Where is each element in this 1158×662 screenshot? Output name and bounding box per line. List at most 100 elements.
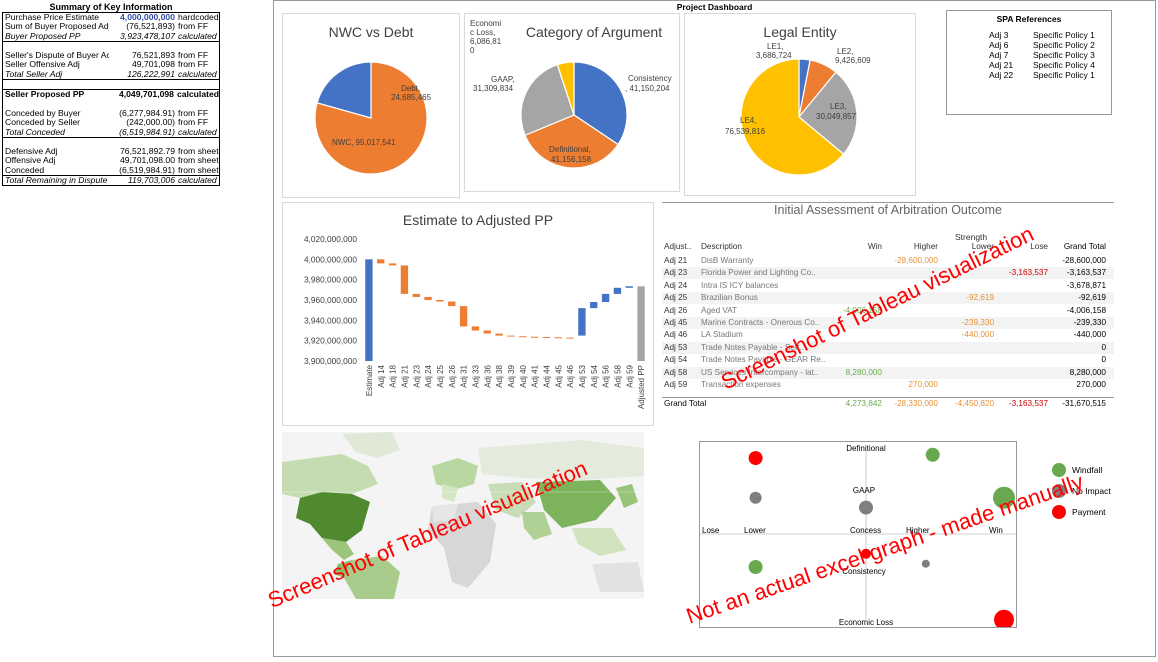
summary-note: calculated [178,126,217,137]
summary-value: 119,703,006 [127,175,175,186]
column-headers: Adjust.. Description Win Higher Lower Lo… [662,242,1114,253]
row-adj: Adj 23 [664,268,688,278]
x-tick-label: Adj 21 [400,364,409,387]
summary-note: from sheet [178,164,219,175]
summary-label: Conceded by Buyer [5,108,81,118]
waterfall-bar [377,259,385,264]
x-tick-label: Adj 14 [377,364,386,387]
x-tick-label: Adj 54 [590,364,599,387]
spa-adj: Adj 21 [989,60,1014,70]
summary-value: 126,222,991 [127,68,175,79]
y-tick-label: 3,960,000,000 [304,295,357,305]
waterfall-title: Estimate to Adjusted PP [402,212,554,228]
row-adj: Adj 46 [664,330,688,340]
bubble-axis-label: GAAP [853,486,875,495]
bubble-axis-label: Consistency [842,567,886,576]
spa-title: SPA References [996,14,1062,24]
table-row: Adj 54 Trade Notes Payable - GEAR Re.. 0 [662,354,1114,366]
x-tick-label: Adj 31 [460,364,469,387]
waterfall-bar [400,265,409,294]
bubble-point [994,609,1014,630]
row-description: Brazilian Bonus [701,293,758,303]
summary-label: Offensive Adj [5,156,56,166]
summary-value: 4,000,000,000 [120,12,175,22]
le2-label: LE2, [837,47,854,56]
debt-label: Debt, [401,84,421,93]
grand-total-value: -31,670,515 [1062,399,1106,408]
bubble-point [859,500,873,515]
bubble-point [749,491,762,504]
strength-header: Strength [955,232,988,242]
spa-policy: Specific Policy 4 [1033,60,1095,70]
pie-slice-le3 [798,71,858,155]
x-tick-label: Adj 44 [542,364,551,387]
summary-note: from FF [178,107,209,118]
summary-row: Purchase Price Estimate 4,000,000,000 hard… [3,12,219,22]
x-tick-label: Adj 46 [566,364,575,387]
table-row: Adj 46 LA Stadium -440,000 -440,000 [662,329,1114,341]
summary-value: 76,521,892.79 [120,146,175,157]
row-adj: Adj 26 [664,305,688,315]
summary-row: Seller Proposed PP 4,049,701,098 calculate… [3,90,219,100]
gaap-label-1: GAAP, [491,75,515,84]
row-gt: 0 [1101,342,1106,352]
pie-slice-economic-loss [556,61,575,116]
summary-row: Seller's Dispute of Buyer Ac 76,521,893 fr… [3,50,219,61]
row-gt: -440,000 [1073,330,1106,340]
row-gt: -239,330 [1073,318,1106,327]
legend-item: Payment [1052,501,1111,522]
table-row: Adj 58 US Services Intercompany - lat.. 8,… [662,366,1114,379]
waterfall-bar [436,300,444,302]
table-row: Adj 25 Brazilian Bonus -92,619 -92,619 [662,292,1114,305]
spa-adj: Adj 6 [989,40,1009,50]
y-tick-label: 3,900,000,000 [304,356,357,366]
row-adj: Adj 58 [664,367,688,377]
summary-label [3,138,109,147]
spa-references: SPA References Adj 3 Specific Policy 1 Adj… [946,10,1112,115]
legend-item: No Impact [1052,480,1111,501]
row-description: Transaction expenses [701,380,781,389]
col-description: Description [701,242,742,251]
row-description: Florida Power and Lighting Co.. [701,268,816,278]
row-lose: -3,163,537 [1008,268,1048,278]
summary-table: Purchase Price Estimate 4,000,000,000 hard… [2,12,220,187]
y-tick-label: 4,020,000,000 [304,234,357,244]
grand-win: 4,273,842 [845,399,882,408]
estimate-to-adjusted-card: Estimate to Adjusted PP 4,020,000,000 4,0… [282,202,654,426]
row-adj: Adj 53 [664,342,688,352]
row-description: Trade Notes Payable - GEAR Re.. [701,355,826,365]
world-map-graphic [282,432,644,599]
row-higher: -28,600,000 [894,256,938,265]
waterfall-bar [388,263,397,266]
debt-value: 24,685,465 [391,93,432,102]
summary-note: from sheet [178,155,219,166]
le3-label: LE3, [830,102,847,111]
summary-label: Seller's Dispute of Buyer Ac [5,51,109,61]
row-adj: Adj 25 [664,293,688,303]
waterfall-bar [637,286,645,361]
row-adj: Adj 54 [664,355,688,365]
summary-row: Buyer Proposed PP 3,923,478,107 calculated [3,31,219,42]
x-tick-label: Adj 18 [389,364,398,387]
summary-row: Defensive Adj 76,521,892.79 from sheet [3,146,219,157]
pie-slice-debt [316,61,372,119]
table-row: Adj 45 Marine Contracts - Onerous Co.. -23… [662,317,1114,329]
legend-item: Windfall [1052,459,1111,480]
row-lower: -440,000 [961,330,994,340]
le1-value: 3,686,724 [756,51,792,60]
bubble-axis-label: Lower [744,526,766,535]
le2-value: 9,426,609 [835,56,871,65]
spa-policy: Specific Policy 1 [1033,70,1095,80]
row-adj: Adj 21 [664,256,688,265]
le4-label: LE4, [740,116,757,125]
table-row: Adj 53 Trade Notes Payable - Sett.. 0 [662,341,1114,354]
dashboard-title: Project Dashboard [676,2,753,12]
spa-adj: Adj 22 [989,70,1014,80]
waterfall-bar [601,293,610,303]
waterfall-bar [519,336,527,338]
y-tick-label: 3,940,000,000 [304,315,357,325]
spa-policy: Specific Policy 3 [1033,50,1095,60]
bubble-axis-label: Definitional [846,444,886,453]
bubble-axis-label: Concess [850,526,881,535]
summary-label [3,100,109,109]
